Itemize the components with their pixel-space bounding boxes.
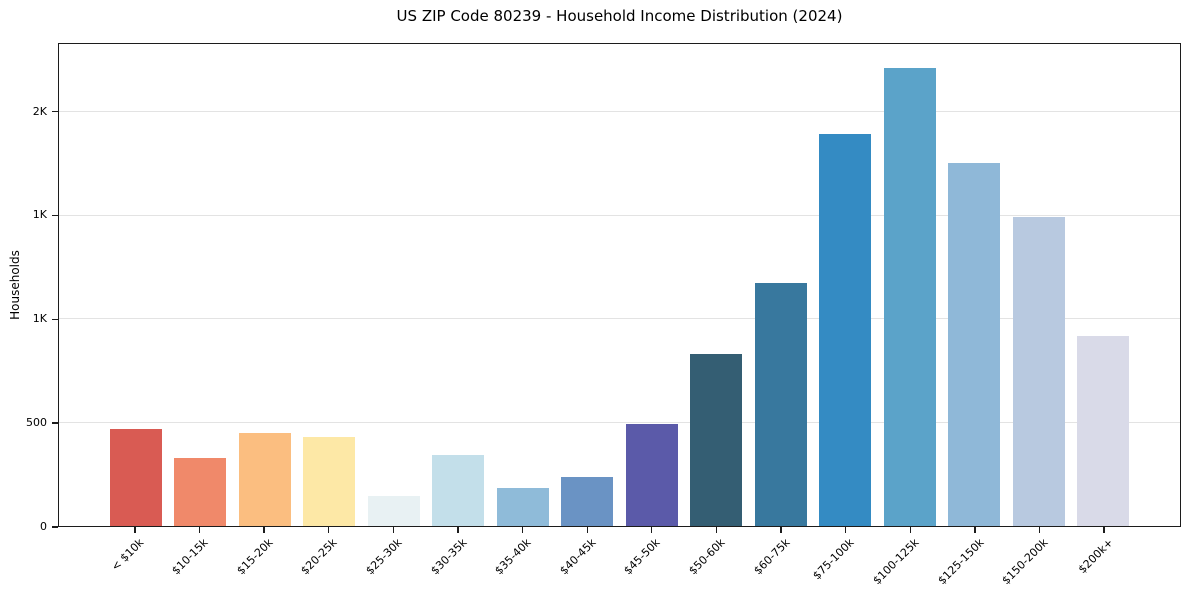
x-tick-label: $40-45k — [557, 536, 599, 578]
x-tick-mark — [845, 527, 847, 533]
bar — [303, 437, 356, 526]
x-tick-mark — [263, 527, 265, 533]
bar — [174, 457, 227, 526]
y-tick-mark — [52, 422, 58, 424]
x-tick-mark — [457, 527, 459, 533]
x-tick-mark — [780, 527, 782, 533]
y-tick-mark — [52, 318, 58, 320]
x-tick-mark — [198, 527, 201, 533]
gridline — [59, 421, 1180, 423]
bar — [690, 354, 743, 526]
x-tick-label: $100-125k — [870, 536, 922, 588]
x-tick-mark — [909, 527, 911, 533]
bar — [561, 477, 614, 526]
gridline — [59, 111, 1180, 113]
gridline — [59, 318, 1180, 320]
x-tick-mark — [974, 527, 976, 533]
x-tick-mark — [1103, 527, 1105, 533]
y-tick-label: 1K — [32, 208, 47, 222]
x-tick-label: $50-60k — [686, 536, 728, 578]
x-tick-label: $75-100k — [810, 536, 857, 583]
x-tick-label: $20-25k — [298, 536, 340, 578]
x-tick-mark — [651, 527, 653, 533]
x-tick-label: $60-75k — [750, 536, 793, 578]
bar — [948, 162, 1001, 526]
x-tick-mark — [134, 527, 136, 533]
x-tick-label: $30-35k — [427, 536, 470, 578]
gridline — [59, 214, 1180, 216]
bar — [625, 423, 678, 526]
bar — [238, 432, 291, 526]
x-tick-label: $200k+ — [1075, 536, 1116, 577]
y-tick-label: 2K — [32, 104, 47, 118]
y-axis-label: Households — [8, 250, 22, 320]
x-tick-label: $45-50k — [621, 536, 664, 578]
chart-title: US ZIP Code 80239 - Household Income Dis… — [396, 7, 843, 25]
y-tick-mark — [52, 214, 58, 217]
x-tick-label: $10-15k — [169, 536, 211, 578]
y-tick-label: 1K — [32, 312, 47, 326]
x-tick-label: $25-30k — [363, 536, 405, 578]
x-tick-label: $15-20k — [234, 536, 276, 578]
x-tick-label: $150-200k — [999, 536, 1051, 588]
bar — [883, 67, 936, 526]
y-tick-mark — [52, 526, 58, 528]
x-tick-label: $125-150k — [934, 536, 987, 588]
y-tick-label: 500 — [26, 416, 47, 430]
x-tick-mark — [586, 527, 588, 533]
bar — [754, 282, 807, 526]
y-tick-label: 0 — [40, 520, 47, 533]
x-tick-mark — [1038, 527, 1041, 533]
x-tick-label: < $10k — [108, 536, 147, 574]
x-tick-label: $35-40k — [492, 536, 534, 578]
bar — [1012, 216, 1065, 526]
x-tick-mark — [521, 527, 524, 533]
bar — [819, 134, 872, 526]
plot-area — [58, 43, 1181, 527]
bar — [367, 496, 420, 526]
bar — [432, 454, 485, 526]
x-tick-mark — [715, 527, 718, 533]
bar — [496, 487, 549, 526]
y-tick-mark — [52, 110, 58, 113]
bar — [1077, 335, 1130, 526]
x-tick-mark — [392, 527, 394, 533]
bar — [109, 428, 162, 526]
x-tick-mark — [328, 527, 330, 533]
